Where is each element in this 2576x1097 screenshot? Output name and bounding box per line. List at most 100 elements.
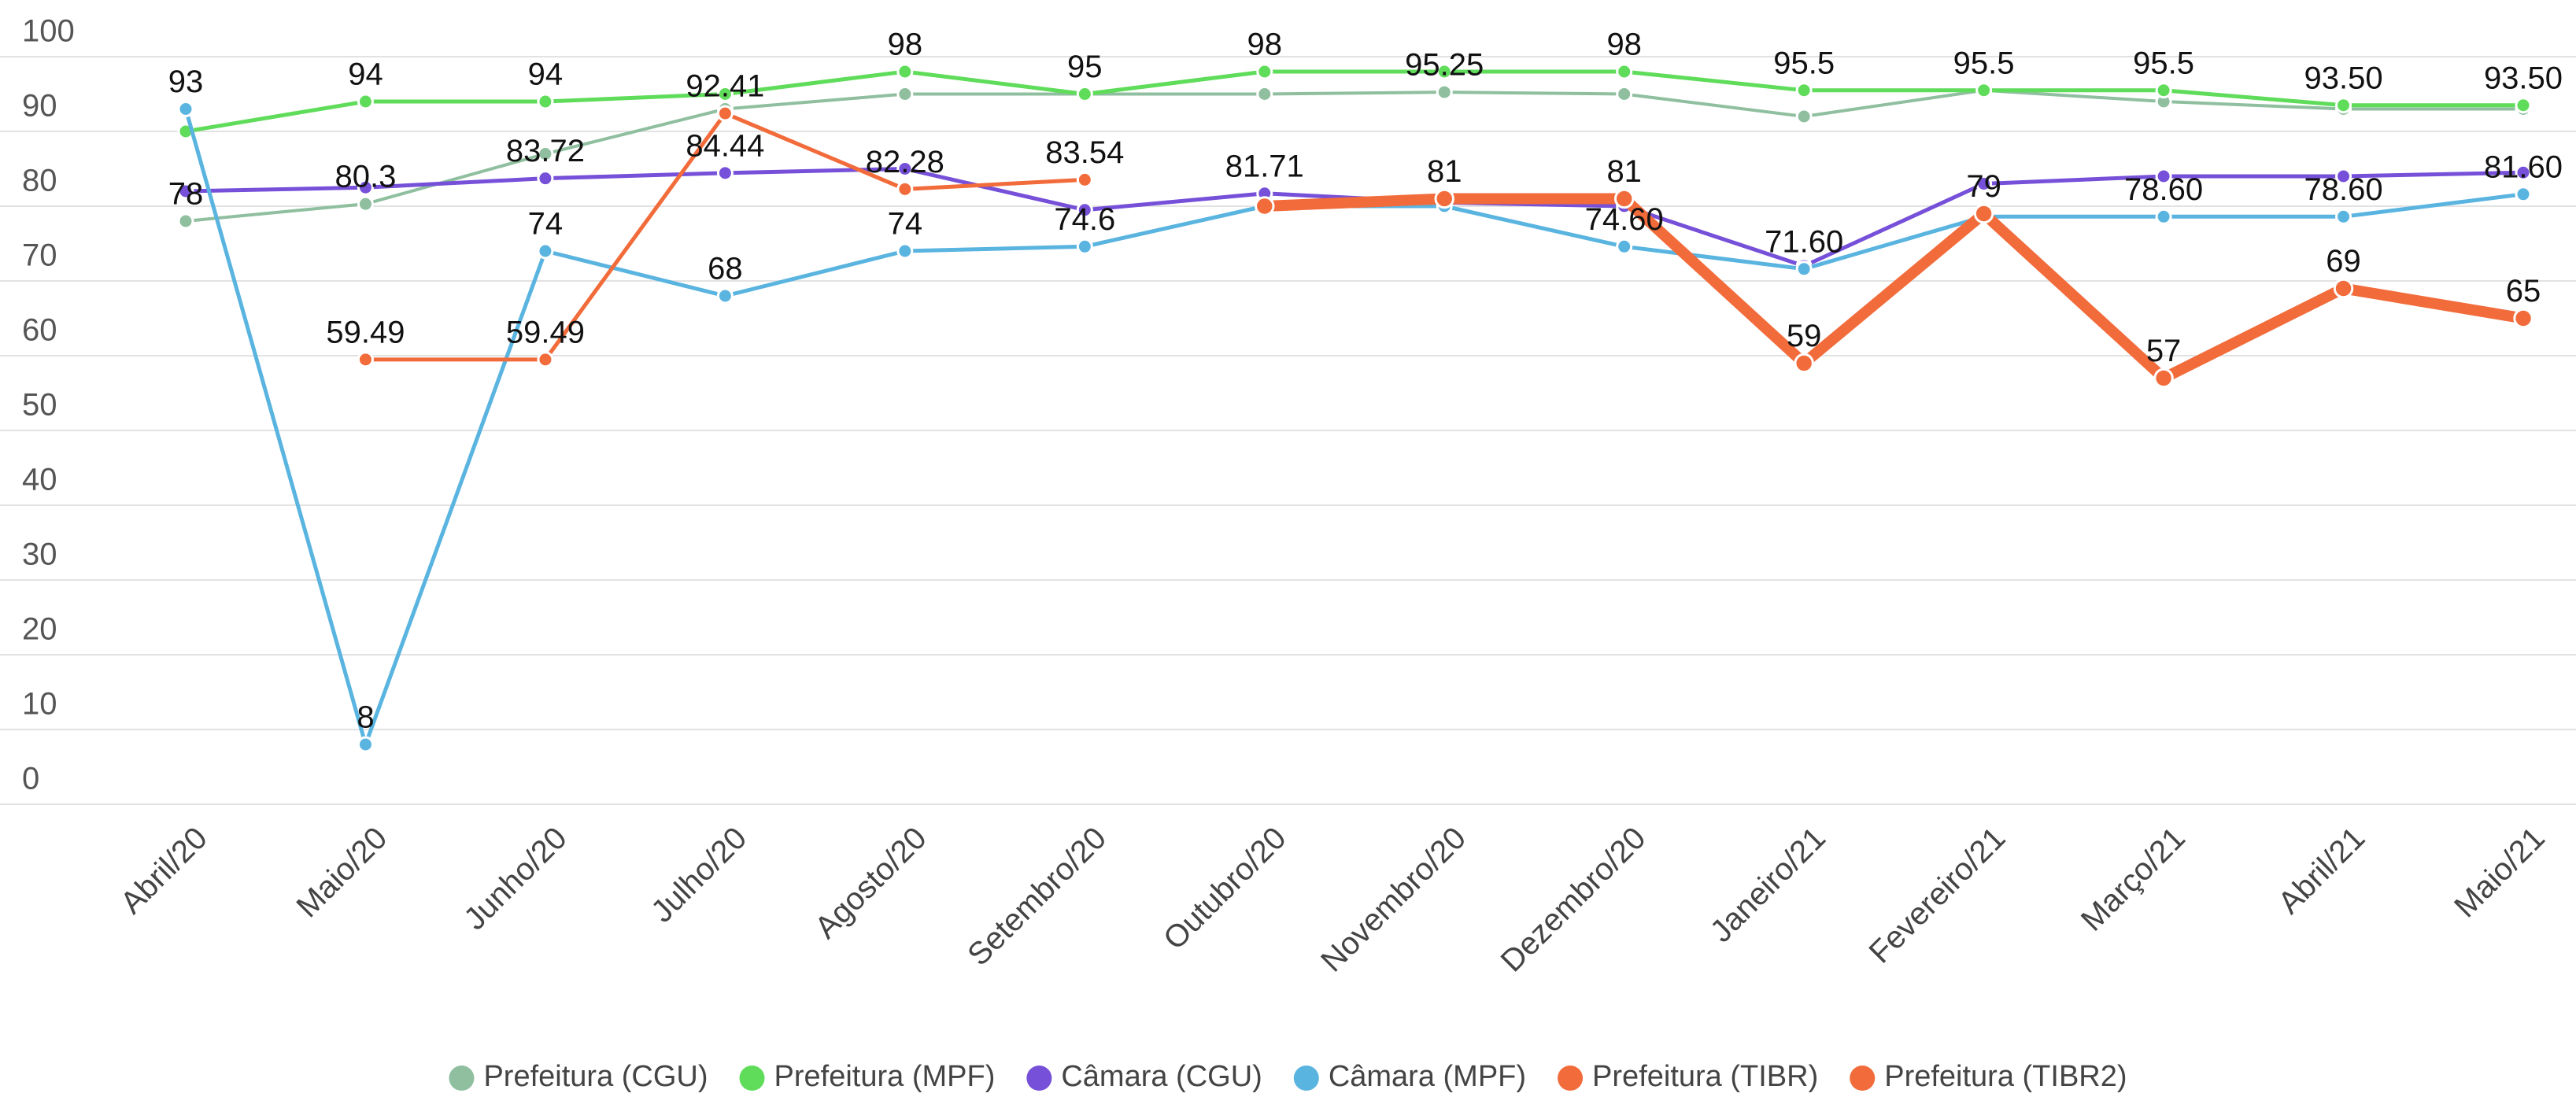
series-line (184, 88, 2525, 223)
data-label: 8 (357, 700, 374, 735)
data-label: 81 (1606, 154, 1642, 189)
y-tick-label: 30 (22, 537, 57, 572)
series-line (183, 69, 2526, 134)
x-tick-label: Maio/21 (2448, 821, 2552, 925)
data-point (1975, 82, 1993, 99)
y-tick-label: 100 (22, 14, 75, 49)
y-tick-label: 10 (22, 687, 57, 722)
legend-marker (1026, 1066, 1052, 1091)
data-point (1795, 108, 1813, 125)
x-tick-label: Janeiro/21 (1704, 821, 1832, 949)
data-point (2513, 308, 2533, 329)
data-label: 93.50 (2304, 61, 2382, 95)
data-point (357, 351, 374, 368)
data-point (537, 351, 554, 368)
data-label: 92.41 (686, 69, 764, 104)
data-point (177, 212, 194, 230)
data-point (2515, 164, 2532, 181)
x-tick-label: Novembro/20 (1314, 821, 1473, 979)
data-point (716, 105, 734, 122)
y-tick-label: 80 (22, 164, 57, 198)
x-tick-label: Julho/20 (645, 821, 753, 929)
y-tick-label: 0 (22, 762, 39, 796)
data-label: 98 (1247, 28, 1283, 62)
data-point (1973, 203, 1994, 224)
legend-label: Prefeitura (CGU) (483, 1060, 708, 1093)
x-tick-label: Fevereiro/21 (1863, 821, 2012, 970)
legend-label: Prefeitura (TIBR) (1592, 1060, 1818, 1093)
data-point (2153, 368, 2174, 389)
x-tick-label: Abril/20 (114, 821, 214, 921)
x-tick-label: Abril/21 (2271, 821, 2371, 921)
data-label: 81.71 (1225, 149, 1304, 183)
data-point (1255, 196, 1275, 216)
legend-label: Câmara (CGU) (1061, 1060, 1262, 1093)
data-label: 80.3 (335, 160, 397, 194)
data-point (2155, 208, 2172, 225)
data-label: 81.60 (2484, 150, 2563, 184)
data-point (357, 195, 374, 212)
data-point (1616, 238, 1633, 255)
data-point (1616, 63, 1633, 80)
data-label: 79 (1966, 169, 2001, 204)
series-line (1258, 193, 2529, 384)
data-label: 95.5 (2133, 46, 2194, 80)
data-label: 74 (528, 207, 564, 242)
data-point (896, 161, 914, 177)
data-point (896, 63, 914, 80)
data-label: 71.60 (1765, 224, 1843, 259)
data-point (1616, 86, 1633, 102)
data-point (2333, 278, 2354, 299)
data-point (357, 179, 374, 196)
legend-label: Prefeitura (TIBR2) (1884, 1060, 2127, 1093)
data-point (2155, 168, 2172, 185)
x-tick-label: Dezembro/20 (1495, 821, 1653, 979)
data-label: 69 (2326, 244, 2361, 279)
data-label: 94 (528, 57, 564, 92)
data-label: 98 (888, 28, 923, 62)
data-point (1076, 171, 1093, 188)
data-point (1795, 260, 1813, 278)
data-label: 74 (888, 207, 923, 242)
data-point (1256, 86, 1273, 102)
legend-marker (449, 1066, 475, 1091)
data-label: 59.49 (326, 315, 405, 349)
data-point (537, 242, 554, 260)
data-label: 74.60 (1585, 202, 1664, 237)
data-label: 74.6 (1054, 202, 1115, 237)
data-label: 95 (1067, 50, 1103, 84)
x-tick-label: Agosto/20 (808, 821, 933, 945)
legend-marker (1558, 1066, 1584, 1091)
data-point (1076, 86, 1093, 102)
data-point (716, 287, 734, 305)
x-tick-label: Maio/20 (290, 821, 394, 925)
data-point (1436, 83, 1453, 101)
data-point (1076, 238, 1093, 255)
data-point (896, 180, 914, 198)
data-point (177, 183, 194, 200)
data-point (2515, 186, 2532, 203)
y-tick-label: 60 (22, 313, 57, 348)
y-tick-label: 20 (22, 612, 57, 647)
data-point (896, 242, 914, 260)
data-point (1436, 63, 1453, 80)
data-label: 68 (708, 252, 743, 286)
legend-marker (1850, 1066, 1876, 1091)
data-label: 82.28 (866, 145, 944, 179)
data-label: 83.72 (506, 134, 585, 168)
data-label: 78.60 (2124, 172, 2203, 207)
data-label: 95.5 (1773, 46, 1835, 80)
data-label: 95.5 (1953, 46, 2015, 80)
data-label: 84.44 (686, 128, 764, 163)
data-point (1256, 63, 1273, 80)
data-point (2335, 97, 2352, 114)
data-label: 65 (2506, 274, 2541, 308)
legend-marker (1293, 1066, 1319, 1091)
data-point (177, 101, 194, 117)
data-point (2335, 208, 2352, 225)
data-point (2515, 97, 2532, 114)
data-label: 93 (168, 65, 204, 99)
data-label: 57 (2146, 334, 2182, 368)
data-point (357, 93, 374, 110)
